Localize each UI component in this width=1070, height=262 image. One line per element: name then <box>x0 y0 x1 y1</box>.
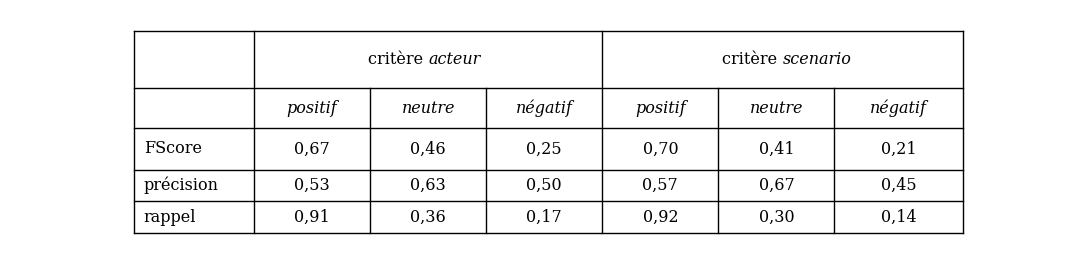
Text: 0,46: 0,46 <box>410 140 446 157</box>
Text: positif: positif <box>635 100 686 117</box>
Text: acteur: acteur <box>428 51 480 68</box>
Text: 0,91: 0,91 <box>294 209 330 226</box>
Text: 0,57: 0,57 <box>642 177 678 194</box>
Text: neutre: neutre <box>750 100 804 117</box>
Text: 0,17: 0,17 <box>526 209 562 226</box>
Text: 0,63: 0,63 <box>410 177 446 194</box>
Text: critère: critère <box>722 51 782 68</box>
Text: 0,41: 0,41 <box>759 140 794 157</box>
Text: 0,67: 0,67 <box>759 177 794 194</box>
Text: précision: précision <box>143 177 218 194</box>
Text: rappel: rappel <box>143 209 196 226</box>
Text: 0,14: 0,14 <box>881 209 917 226</box>
Text: négatif: négatif <box>870 99 928 117</box>
Text: 0,45: 0,45 <box>881 177 917 194</box>
Text: scenario: scenario <box>782 51 852 68</box>
Text: critère: critère <box>368 51 428 68</box>
Text: 0,25: 0,25 <box>526 140 562 157</box>
Text: neutre: neutre <box>401 100 455 117</box>
Text: FScore: FScore <box>143 140 202 157</box>
Text: 0,67: 0,67 <box>294 140 330 157</box>
Text: 0,21: 0,21 <box>881 140 917 157</box>
Text: 0,53: 0,53 <box>294 177 330 194</box>
Text: 0,50: 0,50 <box>526 177 562 194</box>
Text: 0,92: 0,92 <box>642 209 678 226</box>
Text: 0,36: 0,36 <box>410 209 446 226</box>
Text: 0,70: 0,70 <box>642 140 678 157</box>
Text: négatif: négatif <box>516 99 572 117</box>
Text: positif: positif <box>287 100 337 117</box>
Text: 0,30: 0,30 <box>759 209 794 226</box>
